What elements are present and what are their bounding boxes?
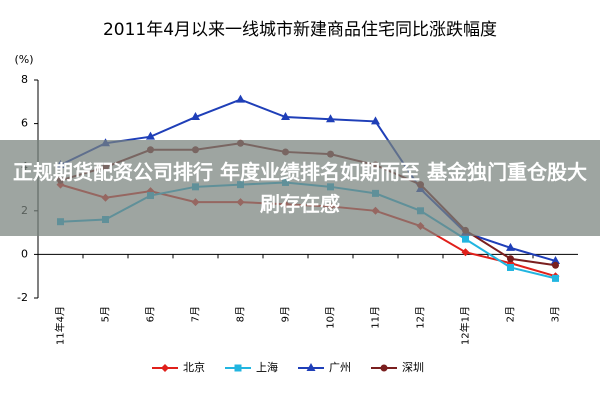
legend-label: 广州 <box>329 361 351 374</box>
marker <box>161 364 169 372</box>
marker <box>551 255 560 264</box>
marker <box>326 114 335 123</box>
legend-label: 深圳 <box>402 361 424 374</box>
marker <box>371 116 380 125</box>
chart-title: 2011年4月以来一线城市新建商品住宅同比涨跌幅度 <box>103 20 497 40</box>
marker <box>552 274 559 282</box>
marker <box>506 242 515 251</box>
banner-text: 正规期货配资公司排行 年度业绩排名如期而至 基金独门重仓股大刷存在感 <box>13 160 587 216</box>
x-tick-label: 6月 <box>145 306 157 322</box>
marker <box>191 112 200 121</box>
y-tick-label: 8 <box>21 73 28 86</box>
marker <box>552 261 559 269</box>
x-tick-label: 11月 <box>370 306 382 329</box>
marker <box>281 112 290 121</box>
marker <box>380 364 388 372</box>
y-tick-label: 0 <box>21 247 28 260</box>
marker <box>507 255 514 263</box>
marker <box>507 263 514 271</box>
y-tick-label: -2 <box>17 291 28 304</box>
x-tick-label: 7月 <box>190 306 202 322</box>
x-tick-label: 11年4月 <box>54 306 67 345</box>
x-tick-label: 8月 <box>235 306 247 322</box>
y-axis-label: (%) <box>14 53 33 66</box>
x-tick-label: 12月 <box>415 306 427 329</box>
y-tick-label: 6 <box>21 117 28 130</box>
marker <box>146 131 155 140</box>
marker <box>234 364 242 372</box>
x-tick-label: 9月 <box>280 306 292 322</box>
x-tick-label: 3月 <box>550 306 562 322</box>
legend-label: 上海 <box>256 360 278 374</box>
marker <box>461 248 470 257</box>
marker <box>462 235 469 243</box>
banner: 正规期货配资公司排行 年度业绩排名如期而至 基金独门重仓股大刷存在感 <box>0 140 600 236</box>
x-tick-label: 2月 <box>505 306 517 322</box>
x-tick-label: 12年1月 <box>459 306 472 345</box>
legend-label: 北京 <box>183 360 205 374</box>
marker <box>306 363 316 371</box>
x-tick-label: 10月 <box>325 306 337 329</box>
x-tick-label: 5月 <box>100 306 112 322</box>
marker <box>236 94 245 103</box>
